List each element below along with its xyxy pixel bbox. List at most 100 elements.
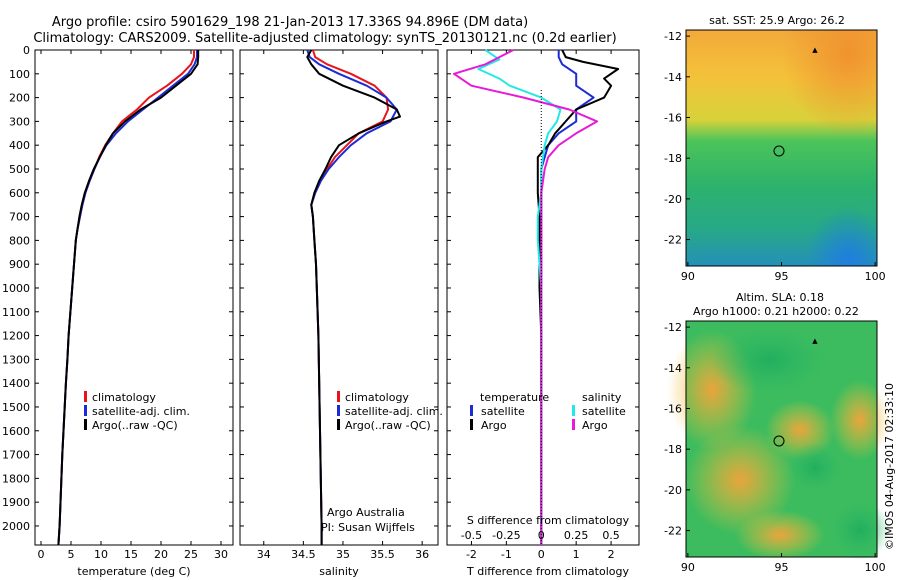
figure-title-line1: Argo profile: csiro 5901629_198 21-Jan-2… [52, 15, 528, 30]
s-diff-tick-label: -0.25 [492, 529, 520, 542]
map-lat-tick-label: -14 [664, 362, 682, 375]
imos-stamp: ©IMOS 04-Aug-2017 02:33:10 [883, 383, 896, 550]
depth-tick-label: 1100 [2, 306, 30, 319]
legend-title-salinity: salinity [582, 391, 622, 404]
legend-label-temp-argo: Argo [481, 419, 507, 432]
depth-tick-label: 1900 [2, 496, 30, 509]
map-lon-tick-label: 95 [775, 270, 789, 283]
legend-label-climatology: climatology [92, 391, 156, 404]
depth-tick-label: 1800 [2, 472, 30, 485]
sla-map-title-line2: Argo h1000: 0.21 h2000: 0.22 [693, 305, 859, 318]
depth-tick-label: 600 [9, 187, 30, 200]
x-tick-label: 36 [415, 548, 429, 561]
depth-tick-label: 1200 [2, 330, 30, 343]
depth-tick-label: 1000 [2, 282, 30, 295]
map-lat-tick-label: -16 [664, 111, 682, 124]
sla-map-title-line1: Altim. SLA: 0.18 [736, 291, 824, 304]
map-lat-tick-label: -16 [664, 402, 682, 415]
map-lon-tick-label: 100 [865, 561, 886, 574]
sla-map-warm-patch [735, 510, 825, 560]
sla-map-cool-patch [830, 500, 890, 560]
salinity-xlabel: salinity [319, 565, 359, 578]
s-diff-tick-label: 0 [538, 529, 545, 542]
sst-map-axes: -12 -14 -16 -18 -20 -22 90 95 100 [664, 30, 886, 283]
depth-tick-label: 1500 [2, 401, 30, 414]
legend-swatch-climatology [337, 391, 340, 402]
depth-tick-label: 1400 [2, 377, 30, 390]
sst-track-marker: ▲ [812, 46, 818, 54]
series-line-salinity [453, 49, 599, 545]
legend-swatch-satellite [337, 405, 340, 416]
x-tick-label: 15 [124, 548, 138, 561]
s-diff-tick-label: 0.25 [564, 529, 589, 542]
map-lon-tick-label: 95 [775, 561, 789, 574]
figure-title-line2: Climatology: CARS2009. Satellite-adjuste… [33, 31, 616, 46]
legend-label-sal-satellite: satellite [582, 405, 626, 418]
temperature-xlabel: temperature (deg C) [77, 565, 190, 578]
difference-panel-frame [446, 49, 640, 546]
legend-swatch-climatology [84, 391, 87, 402]
s-diff-tick-label: 0.5 [602, 529, 620, 542]
depth-tick-label: 2000 [2, 520, 30, 533]
depth-tick-label: 300 [9, 115, 30, 128]
x-tick-label: 0 [538, 548, 545, 561]
legend-label-temp-satellite: satellite [481, 405, 525, 418]
legend-swatch-sal-satellite [572, 405, 575, 416]
depth-tick-label: 100 [9, 68, 30, 81]
sla-track-marker: ▲ [812, 337, 818, 345]
difference-xlabel: T difference from climatology [466, 565, 629, 578]
legend-swatch-satellite [84, 405, 87, 416]
salinity-panel: 34 34.5 35 35.5 36 [257, 49, 429, 561]
map-lon-tick-label: 100 [865, 270, 886, 283]
series-line-temperature [540, 50, 595, 545]
map-lon-tick-label: 90 [681, 270, 695, 283]
depth-tick-label: 400 [9, 139, 30, 152]
map-lat-tick-label: -20 [664, 484, 682, 497]
depth-axis: 0 100 200 300 400 500 600 700 800 900 1000 1100 1200… [2, 44, 639, 533]
map-lon-tick-label: 90 [681, 561, 695, 574]
map-lat-tick-label: -22 [664, 525, 682, 538]
x-tick-label: 5 [68, 548, 75, 561]
credit-line-1: Argo Australia [327, 506, 405, 519]
depth-tick-label: 0 [23, 44, 30, 57]
series-line-temperature [536, 49, 620, 545]
x-tick-label: 25 [184, 548, 198, 561]
depth-tick-label: 700 [9, 211, 30, 224]
legend-label-climatology: climatology [345, 391, 409, 404]
s-diff-tick-label: -0.5 [461, 529, 482, 542]
depth-tick-label: 1300 [2, 353, 30, 366]
map-lat-tick-label: -12 [664, 30, 682, 43]
series-line-satelliteadj [57, 50, 198, 546]
depth-tick-label: 500 [9, 163, 30, 176]
x-tick-label: 0 [38, 548, 45, 561]
map-lat-tick-label: -18 [664, 443, 682, 456]
depth-tick-label: 1700 [2, 449, 30, 462]
map-lat-tick-label: -18 [664, 152, 682, 165]
difference-top-xlabel: S difference from climatology [467, 514, 630, 527]
sst-map-overlay-cool [686, 30, 877, 266]
legend-label-satellite: satellite-adj. clim. [92, 405, 190, 418]
x-tick-label: 34.5 [291, 548, 316, 561]
x-tick-label: -1 [501, 548, 512, 561]
sst-argo-location-marker [773, 145, 785, 157]
depth-tick-label: 800 [9, 234, 30, 247]
temperature-legend: climatology satellite-adj. clim. Argo(..… [84, 391, 190, 432]
sst-map-title: sat. SST: 25.9 Argo: 26.2 [709, 14, 845, 27]
salinity-legend: climatology satellite-adj. clim. Argo(..… [337, 391, 443, 432]
legend-label-satellite: satellite-adj. clim. [345, 405, 443, 418]
map-lat-tick-label: -14 [664, 71, 682, 84]
sla-map-axes: -12 -14 -16 -18 -20 -22 90 95 100 [664, 321, 886, 574]
legend-swatch-argo [337, 419, 340, 430]
x-tick-label: 35.5 [370, 548, 395, 561]
map-lat-tick-label: -12 [664, 321, 682, 334]
series-line-salinity [477, 49, 562, 545]
temperature-panel: 0 5 10 15 20 25 30 [38, 50, 228, 561]
legend-swatch-argo [84, 419, 87, 430]
sla-map-cool-patch [710, 325, 830, 395]
salinity-panel-frame [239, 49, 439, 546]
map-lat-tick-label: -22 [664, 234, 682, 247]
credit-line-2: PI: Susan Wijffels [321, 521, 415, 534]
x-tick-label: 2 [608, 548, 615, 561]
legend-swatch-temp-argo [470, 419, 473, 430]
